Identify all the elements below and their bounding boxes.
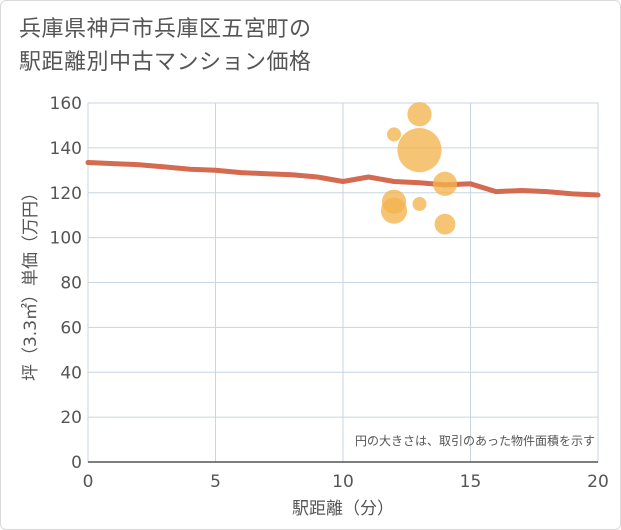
transaction-bubble — [387, 127, 401, 142]
y-tick-label: 60 — [60, 318, 82, 338]
bubble-size-note: 円の大きさは、取引のあった物件面積を示す — [355, 433, 595, 448]
x-tick-label: 15 — [460, 472, 482, 492]
trend-line-layer — [85, 160, 601, 198]
x-tick-label: 20 — [587, 472, 609, 492]
x-tick-label: 0 — [83, 472, 94, 492]
transaction-bubble — [380, 197, 408, 224]
transaction-bubble — [397, 128, 442, 173]
transaction-bubble — [432, 171, 458, 196]
y-tick-label: 40 — [60, 363, 82, 383]
y-tick-label: 0 — [71, 453, 82, 473]
average-price-trend-line — [85, 160, 601, 198]
transaction-bubble — [407, 102, 432, 127]
y-tick-label: 80 — [60, 274, 82, 294]
x-tick-label: 5 — [210, 472, 221, 492]
tick-labels: 0 5 10 15 20 0 20 40 60 80 100 120 140 160 — [50, 94, 609, 492]
x-tick-label: 10 — [332, 472, 354, 492]
y-tick-label: 20 — [60, 408, 82, 428]
x-axis-title: 駅距離（分） — [292, 499, 394, 519]
transaction-bubble — [434, 213, 456, 235]
chart-title: 兵庫県神戸市兵庫区五宮町の 駅距離別中古マンション価格 — [19, 13, 312, 79]
y-tick-label: 100 — [50, 229, 82, 249]
plot-border — [87, 102, 599, 463]
y-tick-label: 140 — [50, 139, 82, 159]
transaction-bubble — [412, 196, 427, 211]
y-tick-label: 120 — [50, 184, 82, 204]
grid-lines — [87, 102, 599, 463]
chart-title-line2: 駅距離別中古マンション価格 — [19, 50, 312, 75]
y-axis-title: 坪（3.3㎡）単価（万円） — [21, 184, 41, 381]
bubble-layer — [380, 102, 458, 235]
chart-title-line1: 兵庫県神戸市兵庫区五宮町の — [19, 17, 312, 42]
y-tick-label: 160 — [50, 94, 82, 114]
